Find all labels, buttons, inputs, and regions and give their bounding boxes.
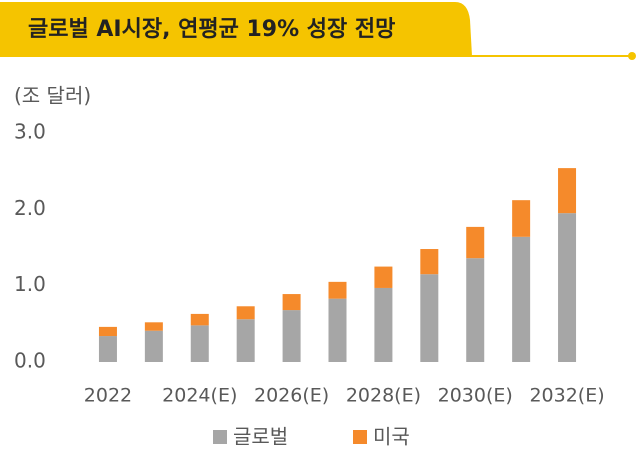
bar-segment (374, 266, 393, 288)
bar-segment (512, 200, 531, 237)
y-tick-label: 3.0 (14, 120, 46, 144)
bar-segment (190, 313, 209, 326)
bar-segment (558, 213, 577, 362)
x-tick-label: 2022 (84, 385, 132, 407)
y-axis-label: (조 달러) (14, 84, 91, 108)
bar-segment (466, 258, 485, 362)
bar-segment (98, 336, 117, 362)
bar-segment (420, 249, 439, 275)
title-banner (0, 2, 472, 56)
legend-swatch (213, 430, 227, 444)
bar-segment (190, 325, 209, 362)
bar-segment (558, 168, 577, 214)
x-tick-label: 2030(E) (438, 385, 513, 407)
x-tick-label: 2026(E) (254, 385, 329, 407)
bar-segment (328, 281, 347, 299)
x-tick-label: 2028(E) (346, 385, 421, 407)
y-tick-label: 0.0 (14, 349, 46, 373)
bar-segment (282, 294, 301, 311)
bar-segment (374, 287, 393, 362)
bar-segment (144, 330, 163, 362)
x-tick-label: 2024(E) (162, 385, 237, 407)
y-tick-label: 1.0 (14, 272, 46, 296)
bar-segment (466, 226, 485, 259)
legend-swatch (353, 430, 367, 444)
legend-label: 글로벌 (233, 425, 288, 449)
bar-segment (512, 236, 531, 362)
legend-label: 미국 (373, 425, 410, 449)
title-rule-dot (628, 52, 636, 60)
bar-segment (98, 326, 117, 337)
bar-segment (420, 274, 439, 362)
bar-segment (144, 322, 163, 331)
y-tick-label: 2.0 (14, 196, 46, 220)
x-tick-label: 2032(E) (529, 385, 604, 407)
bar-segment (282, 310, 301, 362)
bar-segment (236, 319, 255, 362)
bar-segment (236, 306, 255, 320)
bar-segment (328, 298, 347, 362)
chart-title: 글로벌 AI시장, 연평균 19% 성장 전망 (28, 17, 395, 42)
